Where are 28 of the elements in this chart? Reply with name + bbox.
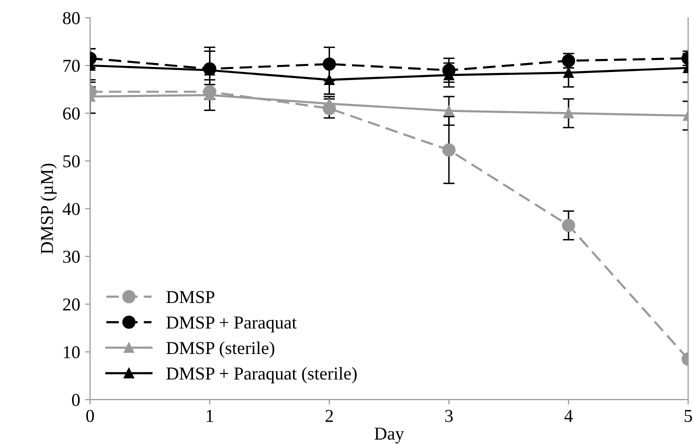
point xyxy=(444,106,454,116)
legend-label: DMSP + Paraquat xyxy=(166,316,297,332)
y-tick-label: 40 xyxy=(62,202,80,216)
x-tick-label: 2 xyxy=(326,410,333,422)
x-tick-label: 1 xyxy=(206,410,214,422)
y-tick-label: 30 xyxy=(63,250,80,263)
x-tick-label: 4 xyxy=(564,410,573,422)
point xyxy=(324,74,335,86)
x-tick-label: 0 xyxy=(86,410,94,422)
y-tick-label: 80 xyxy=(63,12,80,24)
point xyxy=(563,108,574,118)
point xyxy=(563,67,574,78)
y-axis-title: DMSP (µM) xyxy=(40,164,57,254)
x-tick-label: 5 xyxy=(684,410,692,422)
x-axis-title: Day xyxy=(374,428,404,444)
y-tick-label: 60 xyxy=(63,107,80,120)
legend-label: DMSP xyxy=(166,291,214,304)
y-tick-label: 50 xyxy=(63,155,80,168)
y-tick-label: 20 xyxy=(63,298,80,311)
y-tick-label: 0 xyxy=(72,394,80,406)
point xyxy=(562,218,576,232)
x-tick-label: 3 xyxy=(445,410,453,422)
legend-label: DMSP + Paraquat (sterile) xyxy=(166,366,357,384)
y-tick-label: 10 xyxy=(64,346,80,358)
point xyxy=(442,143,456,157)
legend-label: DMSP (sterile) xyxy=(166,341,274,358)
y-tick-label: 70 xyxy=(64,60,80,72)
point xyxy=(322,57,336,71)
